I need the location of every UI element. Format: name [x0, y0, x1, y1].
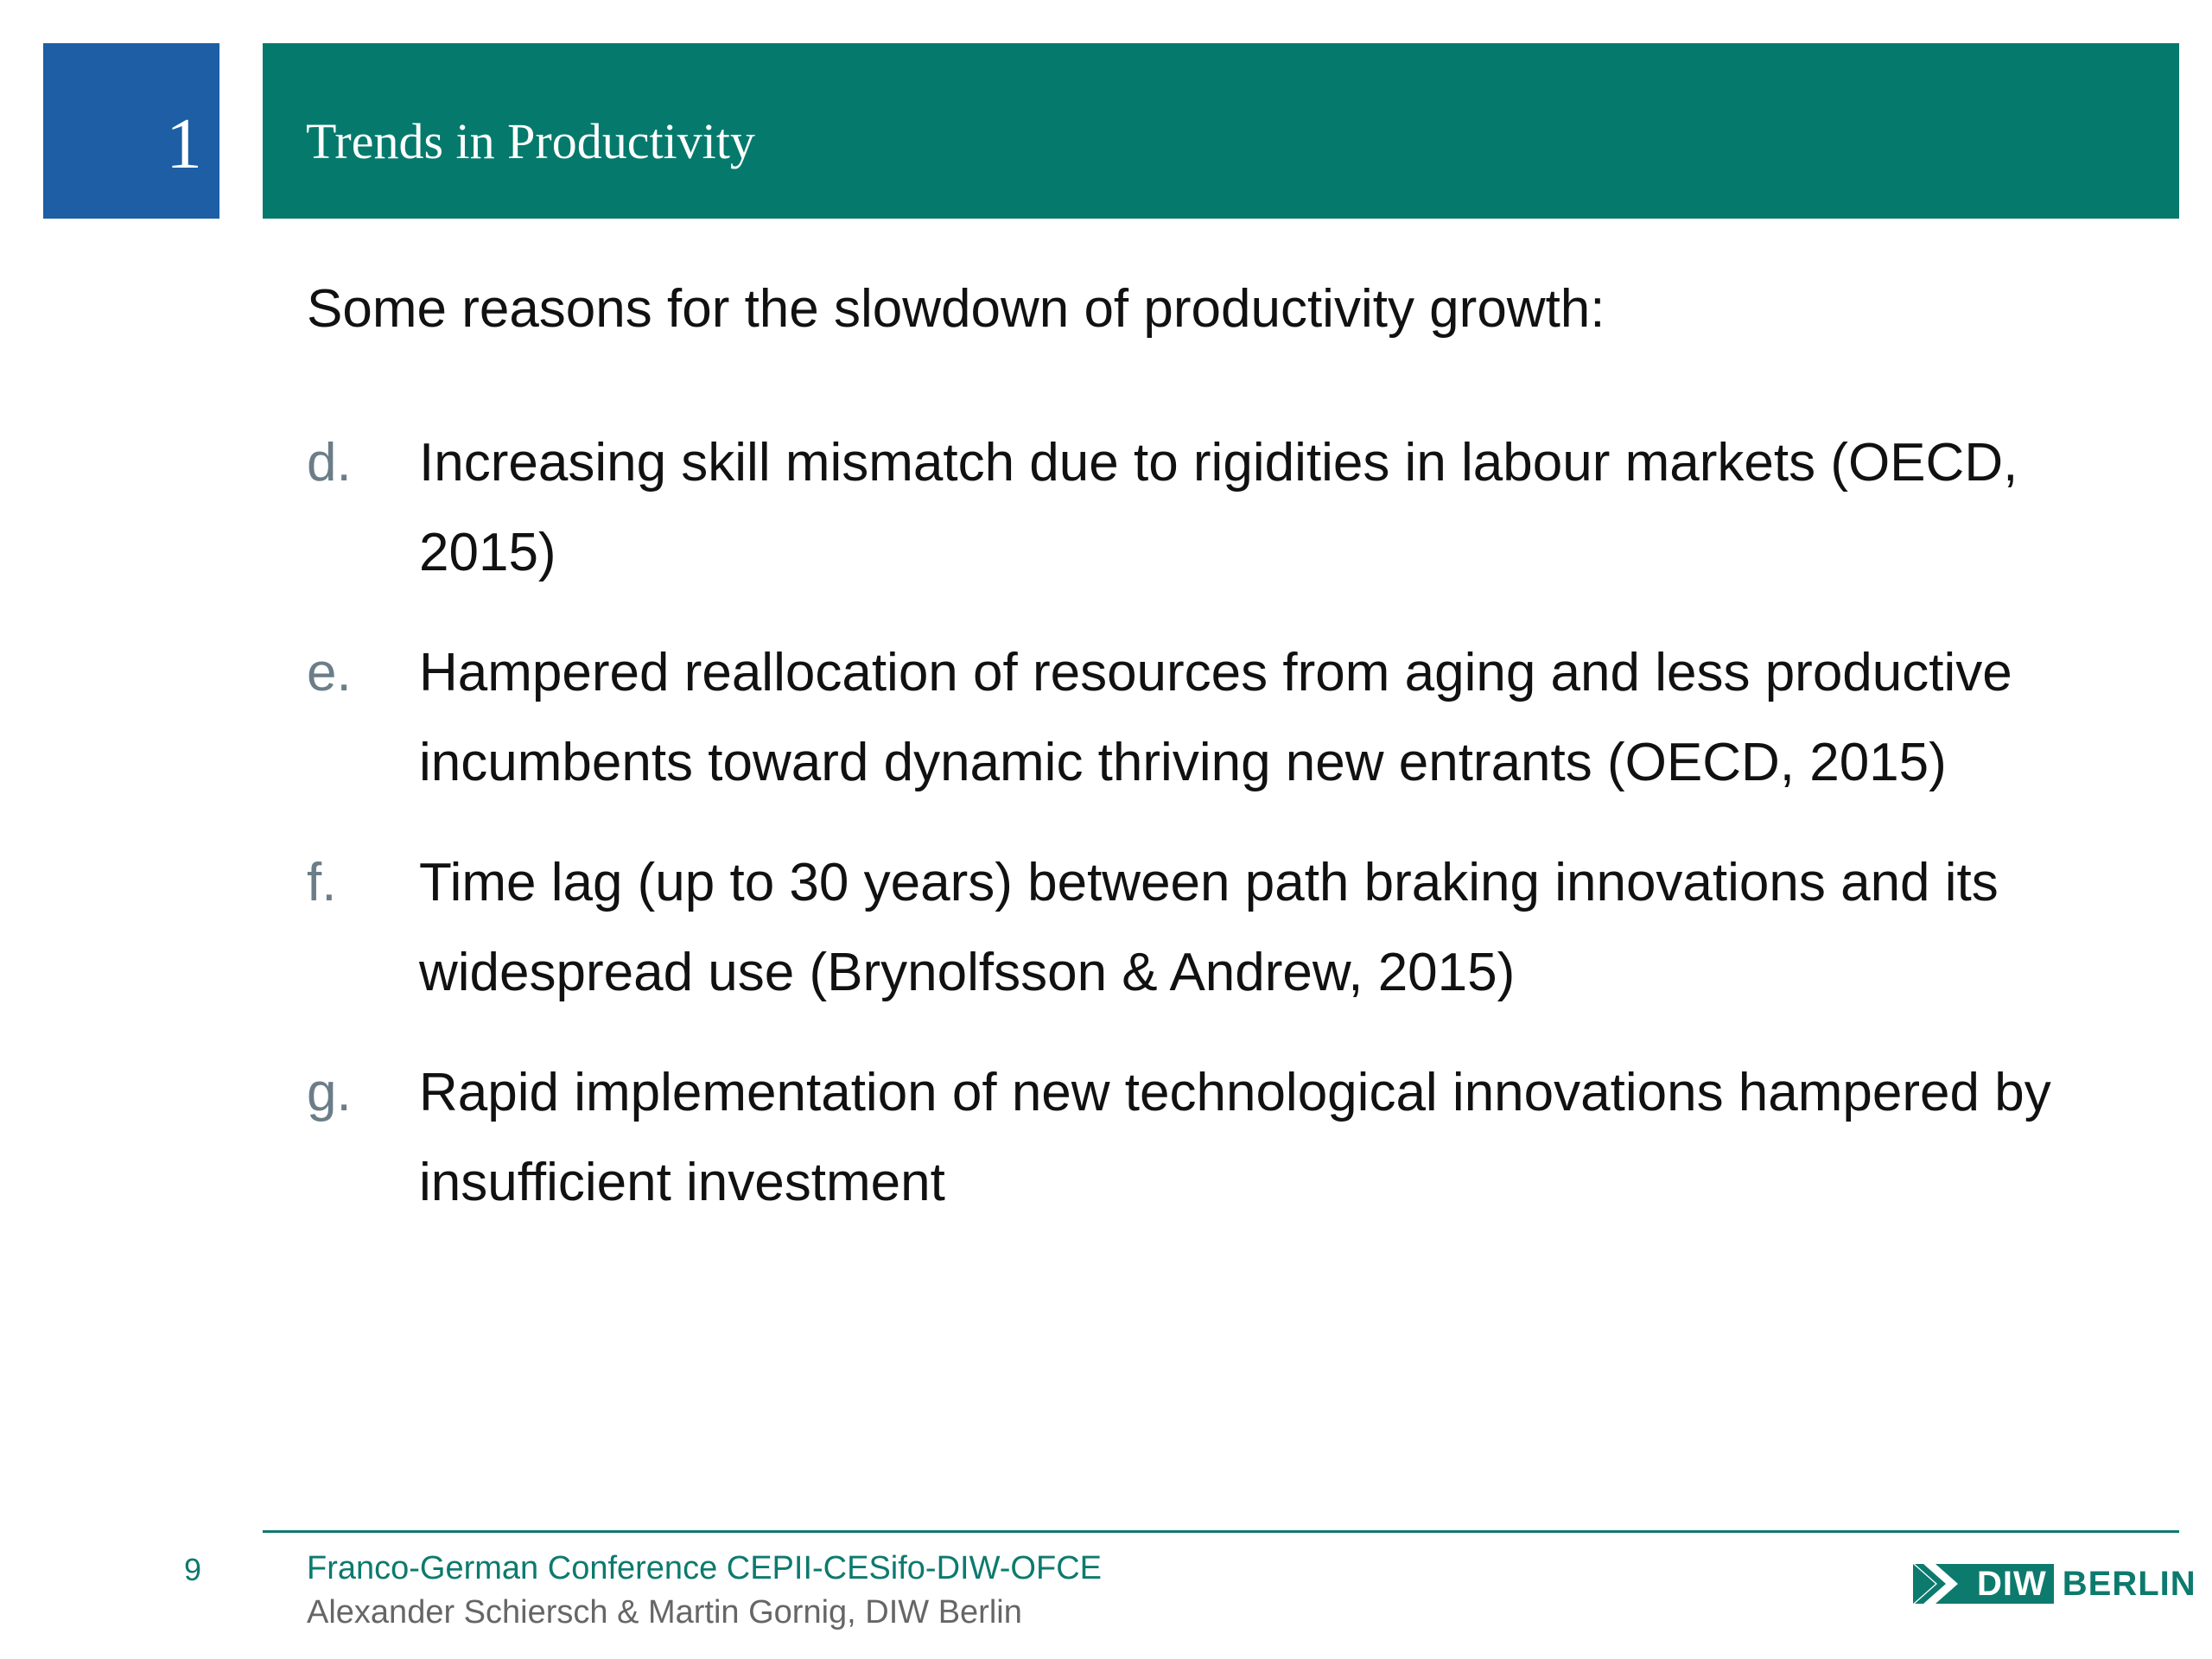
list-item-marker: g. [307, 1063, 352, 1122]
slide-title: Trends in Productivity [306, 113, 755, 169]
section-number: 1 [166, 104, 202, 184]
section-number-box: 1 [43, 43, 219, 219]
list-item: e. Hampered reallocation of resources fr… [307, 628, 2139, 808]
list-item-text: Increasing skill mismatch due to rigidit… [419, 433, 2018, 582]
diw-logo-mark-icon [1913, 1564, 1972, 1604]
page-number: 9 [184, 1552, 202, 1587]
list-item: d. Increasing skill mismatch due to rigi… [307, 418, 2139, 598]
reasons-list: d. Increasing skill mismatch due to rigi… [307, 418, 2139, 1258]
title-bar: Trends in Productivity [263, 43, 2179, 219]
intro-text: Some reasons for the slowdown of product… [307, 279, 1605, 339]
list-item: g. Rapid implementation of new technolog… [307, 1048, 2139, 1228]
logo-diw-text: DIW [1972, 1564, 2054, 1604]
list-item-text: Hampered reallocation of resources from … [419, 643, 2012, 792]
list-item-text: Time lag (up to 30 years) between path b… [419, 853, 1999, 1002]
list-item-marker: d. [307, 433, 352, 493]
footer-authors: Alexander Schiersch & Martin Gornig, DIW… [307, 1594, 1022, 1630]
list-item-marker: e. [307, 643, 352, 702]
footer-conference: Franco-German Conference CEPII-CESifo-DI… [307, 1550, 1102, 1586]
list-item-text: Rapid implementation of new technologica… [419, 1063, 2051, 1212]
footer-divider [263, 1530, 2179, 1533]
list-item: f. Time lag (up to 30 years) between pat… [307, 838, 2139, 1018]
logo-berlin-text: BERLIN [2062, 1565, 2196, 1603]
diw-berlin-logo: DIW BERLIN [1913, 1562, 2196, 1605]
list-item-marker: f. [307, 853, 337, 912]
